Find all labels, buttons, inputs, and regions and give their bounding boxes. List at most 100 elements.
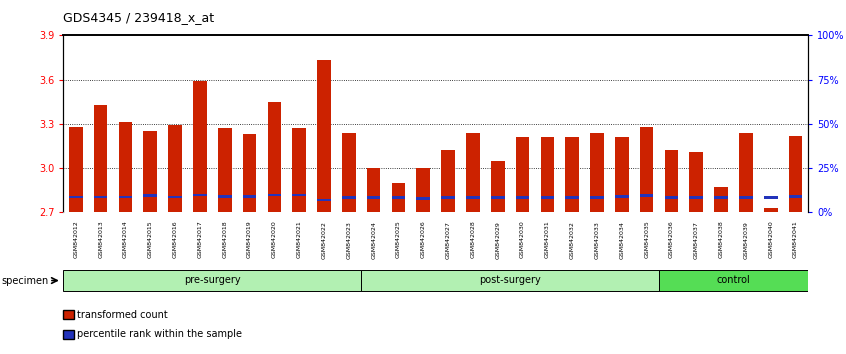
Text: GSM842034: GSM842034	[619, 221, 624, 258]
Text: GSM842035: GSM842035	[644, 221, 649, 258]
Text: specimen: specimen	[2, 275, 49, 286]
Text: GSM842019: GSM842019	[247, 221, 252, 258]
Bar	[516, 137, 530, 212]
Bar	[293, 129, 306, 212]
Text: GSM842017: GSM842017	[197, 221, 202, 258]
Bar	[94, 196, 107, 198]
Bar	[764, 208, 777, 212]
Bar	[491, 161, 504, 212]
Bar	[168, 125, 182, 212]
Bar	[416, 168, 430, 212]
Bar	[416, 197, 430, 200]
Text: GSM842022: GSM842022	[321, 221, 327, 258]
Bar	[218, 195, 232, 198]
Bar	[714, 196, 728, 199]
Bar	[267, 102, 281, 212]
Text: GSM842032: GSM842032	[569, 221, 574, 258]
Text: percentile rank within the sample: percentile rank within the sample	[77, 329, 242, 339]
Text: GSM842041: GSM842041	[793, 221, 798, 258]
Text: GSM842039: GSM842039	[744, 221, 749, 258]
Bar	[118, 196, 132, 198]
Bar	[69, 127, 83, 212]
Bar	[193, 81, 206, 212]
Bar	[218, 129, 232, 212]
Text: GSM842012: GSM842012	[74, 221, 79, 258]
Bar	[243, 195, 256, 198]
Text: GDS4345 / 239418_x_at: GDS4345 / 239418_x_at	[63, 11, 215, 24]
Bar	[788, 136, 802, 212]
Text: GSM842023: GSM842023	[346, 221, 351, 258]
Bar	[788, 195, 802, 198]
Bar	[689, 196, 703, 199]
Bar	[615, 195, 629, 198]
Bar	[442, 196, 455, 199]
Text: GSM842036: GSM842036	[669, 221, 674, 258]
Bar	[94, 105, 107, 212]
Text: pre-surgery: pre-surgery	[184, 275, 240, 285]
Bar	[243, 134, 256, 212]
Bar	[659, 270, 808, 291]
Text: GSM842021: GSM842021	[297, 221, 302, 258]
Bar	[714, 187, 728, 212]
Bar	[442, 150, 455, 212]
Text: GSM842016: GSM842016	[173, 221, 178, 258]
Bar	[665, 196, 678, 199]
Bar	[516, 196, 530, 199]
Bar	[392, 196, 405, 199]
Text: GSM842024: GSM842024	[371, 221, 376, 258]
Bar	[144, 131, 157, 212]
Bar	[267, 194, 281, 196]
Bar	[615, 137, 629, 212]
Text: GSM842033: GSM842033	[595, 221, 600, 258]
Bar	[317, 61, 331, 212]
Bar	[193, 194, 206, 196]
Bar	[342, 196, 355, 199]
Bar	[640, 194, 653, 197]
Bar	[689, 152, 703, 212]
Text: GSM842038: GSM842038	[718, 221, 723, 258]
Bar	[293, 194, 306, 196]
Bar	[361, 270, 659, 291]
Bar	[367, 196, 381, 199]
Bar	[367, 168, 381, 212]
Bar	[541, 196, 554, 199]
Text: transformed count: transformed count	[77, 310, 168, 320]
Text: GSM842029: GSM842029	[495, 221, 500, 258]
Bar	[764, 196, 777, 199]
Text: GSM842030: GSM842030	[520, 221, 525, 258]
Text: GSM842025: GSM842025	[396, 221, 401, 258]
Bar	[591, 133, 604, 212]
Text: GSM842027: GSM842027	[446, 221, 451, 258]
Bar	[392, 183, 405, 212]
Bar	[739, 133, 753, 212]
Bar	[342, 133, 355, 212]
Text: GSM842020: GSM842020	[272, 221, 277, 258]
Bar	[317, 199, 331, 201]
Bar	[491, 196, 504, 199]
Text: post-surgery: post-surgery	[480, 275, 541, 285]
Bar	[466, 133, 480, 212]
Text: GSM842037: GSM842037	[694, 221, 699, 258]
Bar	[69, 196, 83, 198]
Bar	[591, 196, 604, 199]
Bar	[118, 122, 132, 212]
Text: GSM842040: GSM842040	[768, 221, 773, 258]
Bar	[665, 150, 678, 212]
Text: GSM842028: GSM842028	[470, 221, 475, 258]
Text: GSM842026: GSM842026	[420, 221, 426, 258]
Text: GSM842014: GSM842014	[123, 221, 128, 258]
Bar	[466, 196, 480, 199]
Bar	[63, 270, 361, 291]
Text: GSM842018: GSM842018	[222, 221, 228, 258]
Bar	[168, 196, 182, 198]
Bar	[640, 127, 653, 212]
Text: GSM842013: GSM842013	[98, 221, 103, 258]
Bar	[739, 196, 753, 199]
Bar	[144, 194, 157, 197]
Text: GSM842015: GSM842015	[148, 221, 153, 258]
Text: control: control	[717, 275, 750, 285]
Text: GSM842031: GSM842031	[545, 221, 550, 258]
Bar	[541, 137, 554, 212]
Bar	[565, 196, 579, 199]
Bar	[565, 137, 579, 212]
